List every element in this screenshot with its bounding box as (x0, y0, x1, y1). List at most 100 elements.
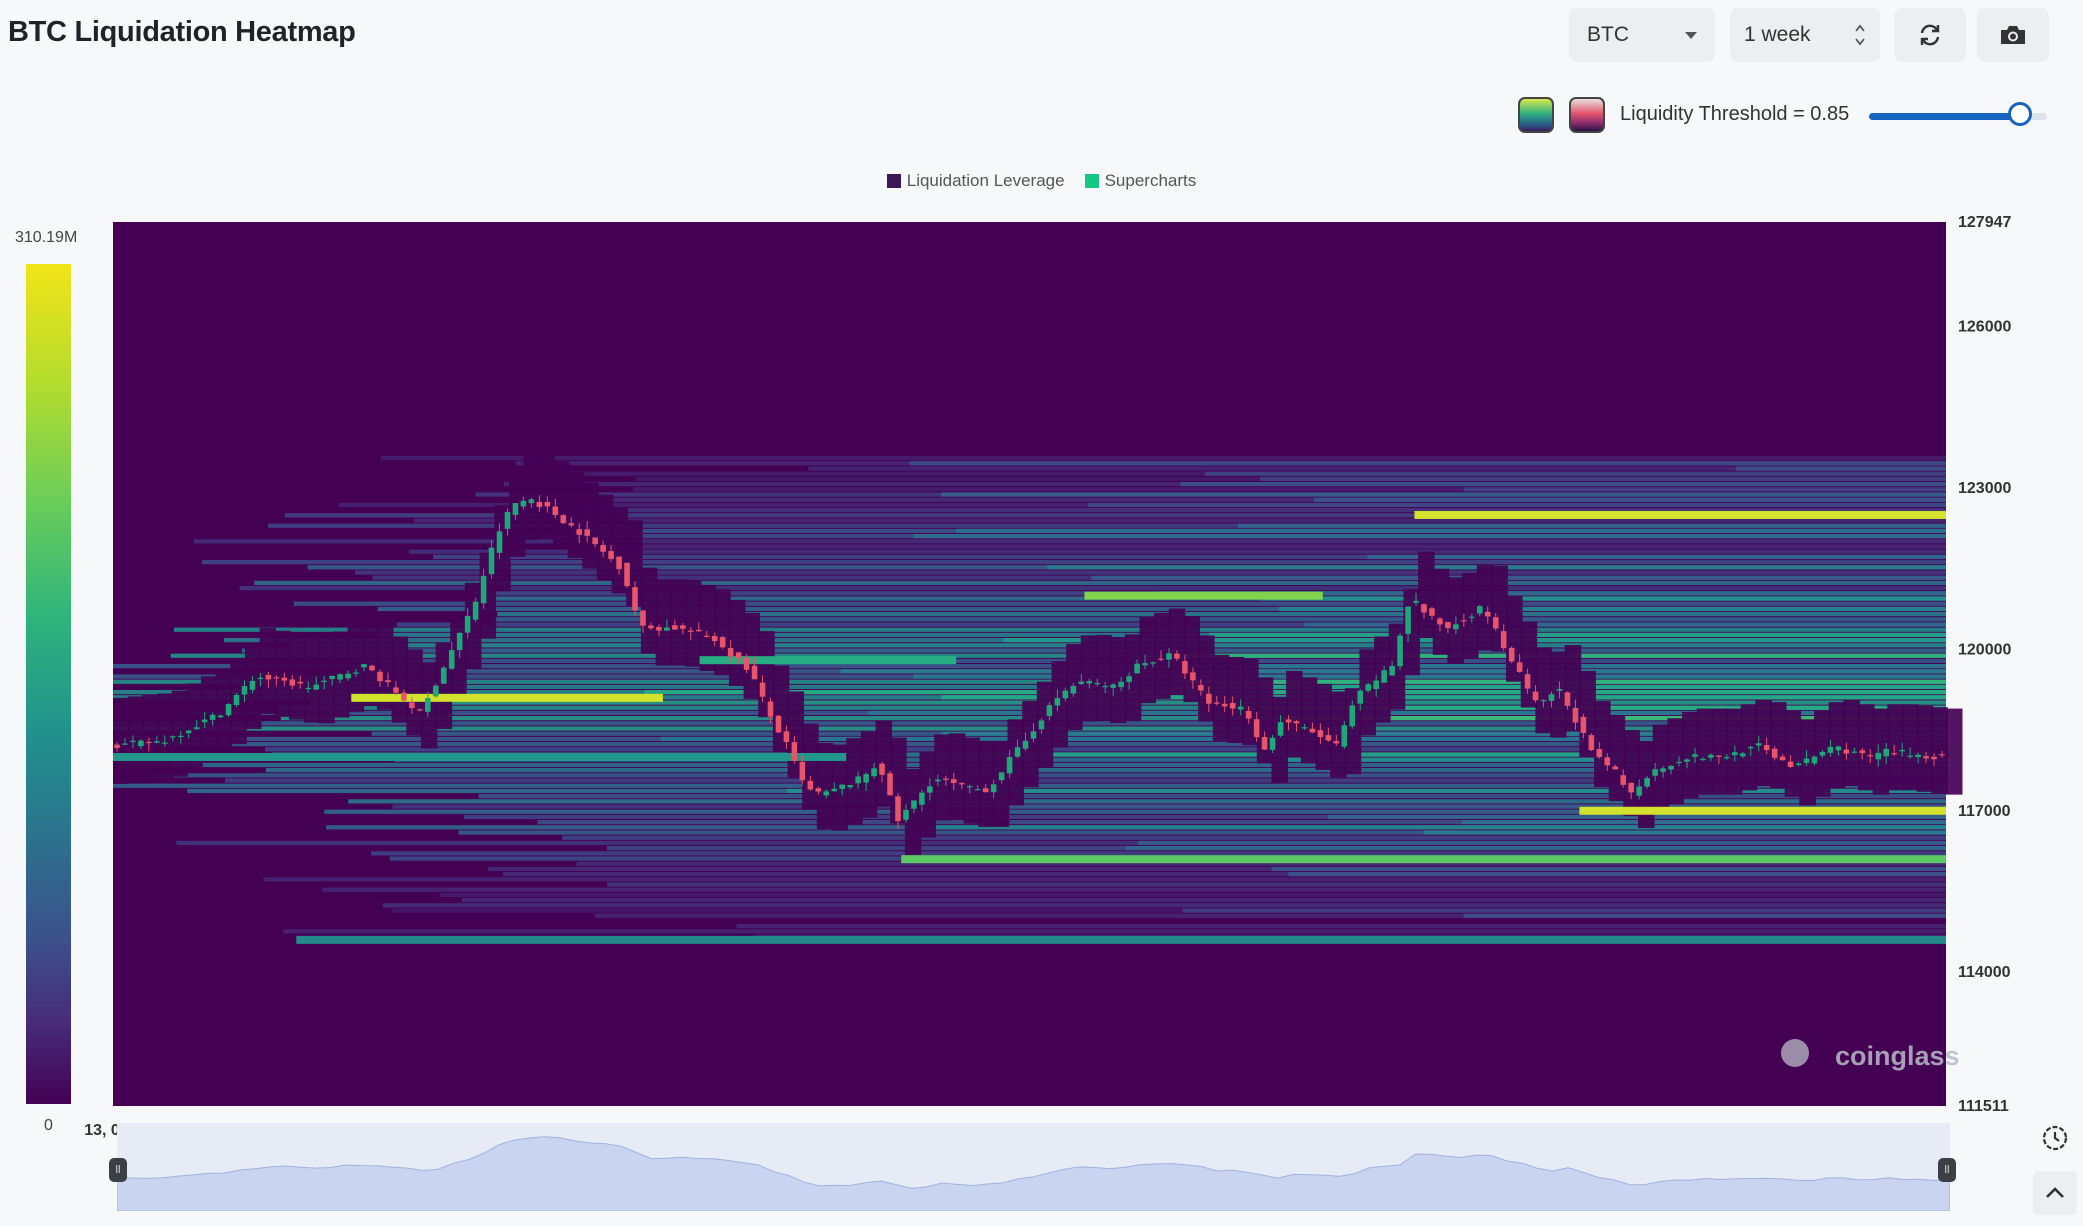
cleared-zone (1315, 683, 1332, 770)
candle-body (209, 714, 216, 720)
candle-body (966, 786, 973, 788)
candle-body (1628, 782, 1634, 793)
settings-clock-button[interactable] (2033, 1116, 2077, 1160)
cleared-zone (1095, 634, 1112, 721)
liquidity-band-strong (941, 492, 1946, 497)
candle-body (425, 698, 431, 712)
candle-body (225, 704, 232, 716)
screenshot-button[interactable] (1977, 8, 2049, 62)
liquidity-band-strong (941, 731, 1946, 736)
cleared-zone (743, 612, 761, 699)
settings-clock-icon (2042, 1125, 2068, 1151)
candle-body (1341, 725, 1348, 747)
candle-body (695, 629, 702, 632)
page-title: BTC Liquidation Heatmap (8, 16, 356, 48)
colorbar-max-label: 310.19M (15, 229, 78, 246)
candle-body (1604, 757, 1611, 766)
liquidity-band (576, 861, 1946, 866)
candle-body (759, 682, 766, 697)
liquidity-band-strong (1327, 814, 1946, 820)
liquidity-band (113, 664, 1946, 669)
candle-body (1381, 670, 1387, 683)
cleared-zone (523, 453, 541, 540)
candle-body (1923, 756, 1929, 759)
liquidity-band-strong (1271, 866, 1946, 872)
candle-body (1532, 691, 1539, 701)
candle-body (337, 674, 343, 680)
candle-body (1716, 755, 1722, 757)
y-tick-label: 127947 (1958, 214, 2011, 231)
candle-body (743, 657, 750, 670)
threshold-slider-thumb[interactable] (2008, 102, 2033, 126)
cleared-zone (1902, 704, 1919, 791)
navigator-right-handle[interactable]: ll (1938, 1158, 1956, 1182)
candle-body (911, 800, 917, 809)
candle-body (154, 741, 160, 743)
cleared-zone (1931, 707, 1948, 794)
liquidity-band (170, 653, 1947, 658)
legend-item-supercharts[interactable]: Supercharts (1084, 171, 1196, 191)
range-select[interactable]: 1 week (1730, 8, 1880, 62)
candle-body (1795, 763, 1802, 766)
candle-body (1708, 754, 1714, 758)
liquidity-band-strong (913, 674, 1946, 679)
candle-body (138, 740, 144, 747)
cleared-zone (1652, 724, 1670, 811)
candle-body (1301, 727, 1308, 729)
candle-body (544, 501, 551, 507)
cleared-zone (1682, 711, 1699, 798)
candle-body (624, 562, 630, 587)
candle-body (1174, 653, 1180, 659)
candle-body (1524, 674, 1531, 689)
candle-body (1014, 747, 1021, 757)
magma-scheme-button[interactable] (1569, 97, 1605, 133)
scroll-top-button[interactable] (2033, 1171, 2077, 1215)
candle-body (512, 503, 519, 515)
candle-body (1070, 685, 1077, 694)
liquidity-band (173, 762, 1947, 768)
candle-body (974, 789, 981, 791)
candle-body (560, 515, 567, 524)
liquidity-band (408, 549, 1947, 554)
cleared-zone (846, 738, 863, 825)
candle-body (1078, 681, 1085, 684)
candle-body (1516, 662, 1523, 672)
liquidity-band-strong (1278, 606, 1946, 612)
candle-body (1277, 722, 1284, 736)
coin-select[interactable]: BTC (1569, 8, 1715, 62)
liquidity-band-strong (1209, 632, 1946, 638)
candle-body (1062, 690, 1069, 699)
candle-body (520, 500, 527, 507)
candle-body (1110, 684, 1116, 688)
cleared-zone (1623, 730, 1640, 817)
candle-body (265, 674, 272, 680)
cleared-zone (1946, 708, 1963, 795)
liquidity-band (194, 539, 1947, 544)
candle-body (472, 601, 479, 620)
time-navigator[interactable] (116, 1123, 1951, 1212)
liquidity-band (148, 773, 1947, 778)
cleared-zone (552, 461, 570, 548)
candle-body (935, 779, 941, 782)
liquidity-band-strong (1461, 820, 1946, 825)
liquidity-band (239, 586, 1946, 591)
legend-item-liquidation-leverage[interactable]: Liquidation Leverage (886, 171, 1065, 191)
candle-body (711, 636, 718, 642)
cleared-zone (347, 625, 365, 712)
liquidity-band-strong (1735, 466, 1946, 471)
candle-body (1883, 748, 1890, 757)
hot-liquidation-level (901, 855, 1947, 864)
candle-body (664, 627, 670, 631)
candle-body (257, 677, 264, 680)
navigator-left-handle[interactable]: ll (109, 1158, 127, 1182)
threshold-slider[interactable] (1869, 102, 2047, 126)
candle-body (1867, 755, 1874, 757)
candle-body (903, 809, 909, 820)
candle-body (409, 702, 415, 709)
candle-body (799, 761, 806, 781)
refresh-button[interactable] (1894, 8, 1966, 62)
liquidity-band-strong (1367, 554, 1946, 560)
viridis-scheme-button[interactable] (1518, 97, 1554, 133)
candle-body (321, 680, 327, 682)
